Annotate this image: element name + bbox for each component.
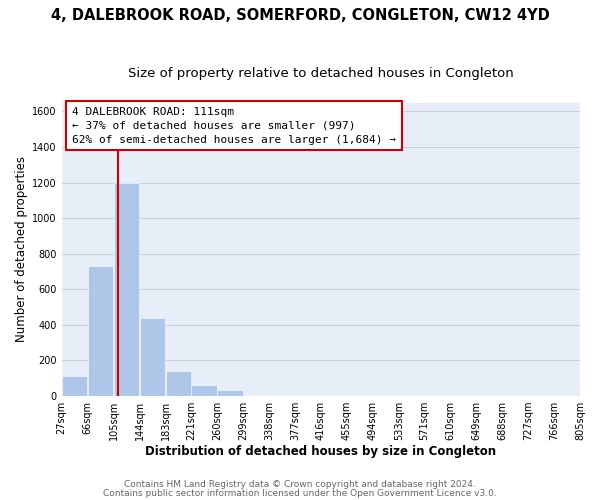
Text: 4 DALEBROOK ROAD: 111sqm
← 37% of detached houses are smaller (997)
62% of semi-: 4 DALEBROOK ROAD: 111sqm ← 37% of detach… [72, 107, 396, 145]
Text: Contains HM Land Registry data © Crown copyright and database right 2024.: Contains HM Land Registry data © Crown c… [124, 480, 476, 489]
Y-axis label: Number of detached properties: Number of detached properties [15, 156, 28, 342]
Bar [140, 318, 166, 396]
Bar [217, 390, 242, 396]
Title: Size of property relative to detached houses in Congleton: Size of property relative to detached ho… [128, 68, 514, 80]
Bar [166, 371, 191, 396]
Text: 4, DALEBROOK ROAD, SOMERFORD, CONGLETON, CW12 4YD: 4, DALEBROOK ROAD, SOMERFORD, CONGLETON,… [50, 8, 550, 22]
X-axis label: Distribution of detached houses by size in Congleton: Distribution of detached houses by size … [145, 444, 496, 458]
Text: Contains public sector information licensed under the Open Government Licence v3: Contains public sector information licen… [103, 488, 497, 498]
Bar [191, 386, 217, 396]
Bar [114, 182, 139, 396]
Bar [88, 266, 113, 396]
Bar [62, 376, 88, 396]
